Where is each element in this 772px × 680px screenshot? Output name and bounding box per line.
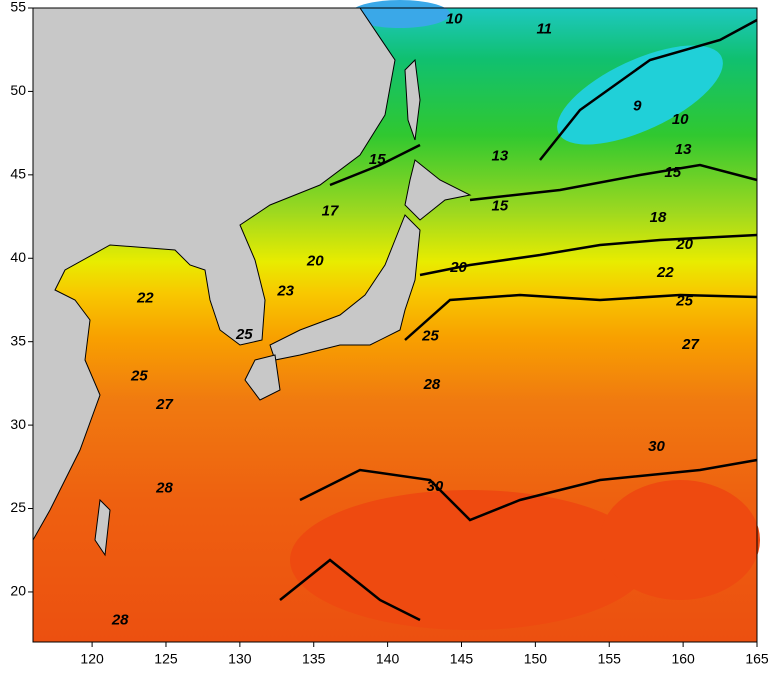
land: [32, 7, 472, 557]
contour-label: 28: [155, 479, 173, 496]
contour-label: 11: [536, 21, 552, 38]
contour-label: 18: [650, 209, 667, 226]
contour-label: 17: [322, 203, 339, 220]
frame: [32, 7, 758, 643]
contour-label: 10: [672, 111, 689, 128]
x-tick-label: 125: [154, 651, 178, 667]
contour-label: 30: [427, 478, 444, 495]
contour-label: 25: [421, 328, 439, 345]
x-tick-label: 165: [745, 651, 769, 667]
contour-label: 9: [633, 97, 642, 114]
contour-label: 25: [235, 326, 253, 343]
x-tick-label: 140: [376, 651, 400, 667]
y-tick-label: 50: [10, 82, 26, 98]
contour-label: 23: [276, 283, 294, 300]
contour-label: 15: [369, 151, 386, 168]
x-tick-label: 135: [302, 651, 326, 667]
y-tick-label: 20: [10, 583, 26, 599]
contour-label: 22: [656, 264, 674, 281]
contour-label: 27: [681, 336, 699, 353]
x-tick-label: 120: [80, 651, 104, 667]
contour-label: 10: [446, 11, 463, 28]
y-tick-label: 30: [10, 416, 26, 432]
contour-label: 25: [130, 368, 148, 385]
x-tick-label: 145: [450, 651, 474, 667]
contour-label: 20: [675, 236, 693, 253]
y-tick-label: 25: [10, 499, 26, 515]
contour-label: 25: [675, 293, 693, 310]
contour-label: 22: [136, 289, 154, 306]
y-tick-label: 55: [10, 0, 26, 15]
contour-label: 28: [423, 376, 441, 393]
isotherms: [279, 18, 758, 622]
y-tick-label: 45: [10, 166, 26, 182]
contour-label: 13: [492, 147, 509, 164]
y-tick-label: 40: [10, 249, 26, 265]
contour-label: 20: [306, 253, 324, 270]
contour-label: 15: [492, 198, 509, 215]
contour-label: 15: [664, 164, 681, 181]
contour-label: 13: [675, 141, 692, 158]
x-tick-label: 155: [598, 651, 622, 667]
contour-label: 30: [648, 438, 665, 455]
x-tick-label: 130: [228, 651, 252, 667]
x-tick-label: 160: [671, 651, 695, 667]
contour-label: 20: [449, 259, 467, 276]
contour-label: 27: [155, 396, 173, 413]
y-tick-label: 35: [10, 332, 26, 348]
x-tick-label: 150: [524, 651, 548, 667]
contour-label: 28: [111, 611, 129, 628]
